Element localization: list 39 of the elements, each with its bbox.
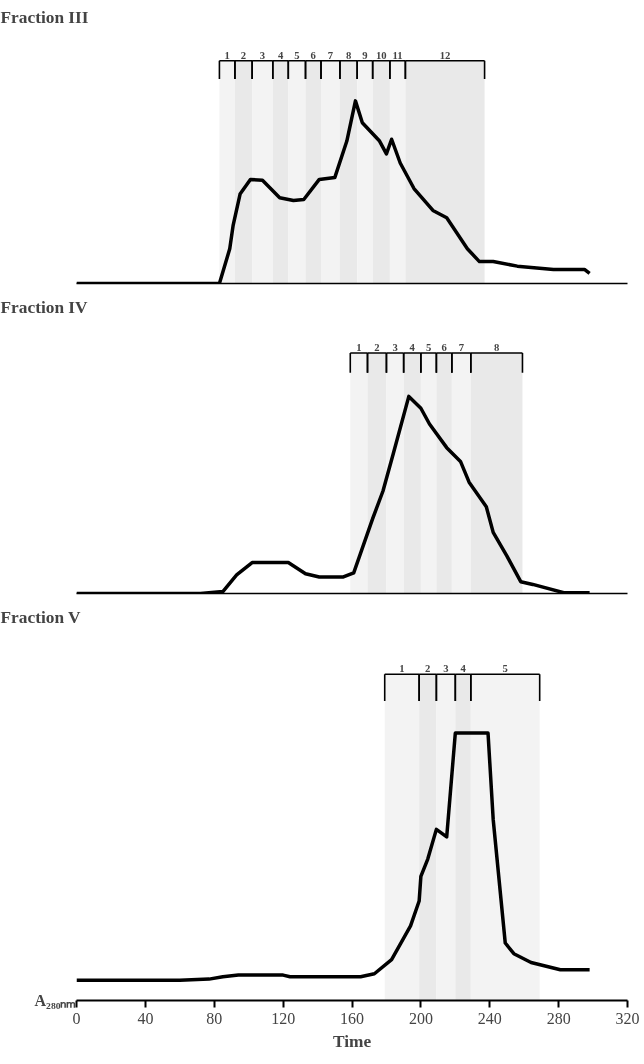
band-label: 1 — [224, 49, 230, 61]
x-tick-label: 160 — [340, 1009, 364, 1027]
band-label: 9 — [362, 49, 368, 61]
x-axis-title: Time — [332, 1031, 372, 1051]
band-label: 11 — [392, 49, 403, 61]
x-tick-label: 200 — [408, 1009, 433, 1027]
band-label: 4 — [409, 342, 416, 354]
band-label: 5 — [294, 49, 300, 61]
band-label: 8 — [345, 49, 352, 61]
band-label: 7 — [458, 342, 465, 354]
x-tick-label: 320 — [615, 1009, 640, 1027]
x-tick-label: 120 — [271, 1009, 296, 1027]
band-label: 8 — [493, 342, 500, 354]
band-label: 5 — [425, 342, 432, 354]
band-label: 3 — [259, 49, 266, 61]
band-label: 1 — [356, 342, 362, 354]
band-label: 4 — [277, 49, 284, 61]
chart-title: Fraction V — [0, 607, 82, 627]
band-label: 10 — [375, 49, 387, 61]
chart-title: Fraction III — [0, 7, 89, 27]
y-axis-title: A₂₈₀ₙₘ — [34, 992, 77, 1009]
band-label: 2 — [374, 342, 380, 354]
band-label: 3 — [392, 342, 398, 354]
band-label: 5 — [502, 663, 508, 675]
x-tick-label: 40 — [137, 1009, 154, 1027]
band-label: 2 — [425, 663, 431, 675]
x-tick-label: 280 — [546, 1009, 571, 1027]
band-label: 6 — [310, 49, 317, 61]
band-label: 12 — [439, 49, 451, 61]
band-label: 3 — [443, 663, 449, 675]
chart-title: Fraction IV — [0, 297, 89, 317]
band-label: 2 — [240, 49, 247, 61]
x-tick-label: 0 — [72, 1009, 81, 1027]
band-label: 4 — [460, 663, 467, 675]
band-label: 6 — [441, 342, 448, 354]
band-label: 1 — [399, 663, 405, 675]
x-tick-label: 240 — [477, 1009, 502, 1027]
band-label: 7 — [327, 49, 334, 61]
x-tick-label: 80 — [206, 1009, 223, 1027]
